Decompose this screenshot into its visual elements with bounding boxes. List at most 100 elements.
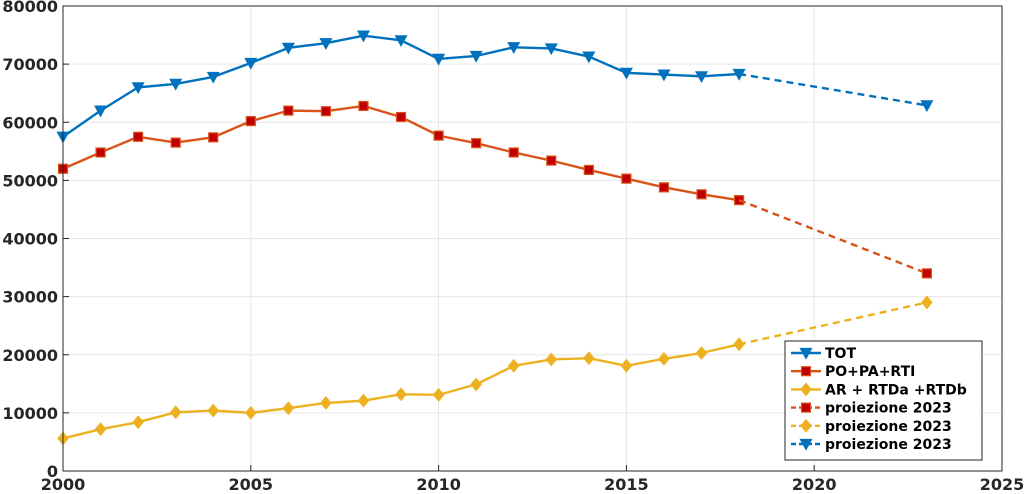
square-data-point xyxy=(921,268,932,279)
square-data-point xyxy=(546,155,557,166)
square-data-point xyxy=(508,147,519,158)
legend-label: AR + RTDa +RTDb xyxy=(825,382,967,398)
diamond-data-point xyxy=(432,387,445,402)
triangle-data-point xyxy=(799,347,813,360)
triangle-data-point xyxy=(695,71,709,84)
x-tick-label: 2015 xyxy=(604,475,649,494)
square-data-point xyxy=(658,182,670,193)
triangle-data-point xyxy=(394,35,408,48)
series-4 xyxy=(738,295,933,346)
diamond-data-point xyxy=(545,352,558,367)
square-data-point xyxy=(583,164,594,176)
diamond-data-point xyxy=(800,382,812,397)
triangle-data-point xyxy=(469,50,483,63)
diamond-data-point xyxy=(282,401,295,416)
legend: TOT PO+PA+RTI AR + RTDa +RTDb proiezione 20… xyxy=(784,340,983,461)
legend-item: proiezione 2023 xyxy=(791,437,952,453)
diamond-data-point xyxy=(921,295,933,310)
legend-label: TOT xyxy=(825,346,856,362)
diamond-data-point xyxy=(583,351,595,366)
diamond-data-point xyxy=(695,346,708,360)
series-line xyxy=(738,301,928,346)
square-data-point xyxy=(245,115,256,127)
square-data-point xyxy=(208,132,219,143)
x-tick-label: 2025 xyxy=(980,475,1024,494)
y-tick-label: 80000 xyxy=(2,0,58,16)
triangle-data-point xyxy=(432,53,446,66)
x-tick-label: 2000 xyxy=(41,475,86,494)
legend-label: PO+PA+RTI xyxy=(825,364,915,380)
diamond-data-point xyxy=(395,387,407,402)
legend-label: proiezione 2023 xyxy=(825,437,952,453)
legend-label: proiezione 2023 xyxy=(825,401,952,417)
diamond-data-point xyxy=(132,415,144,430)
triangle-data-point xyxy=(281,42,295,55)
diamond-data-point xyxy=(470,377,482,392)
series-line xyxy=(738,199,928,275)
diamond-data-point xyxy=(169,405,182,420)
legend-label: proiezione 2023 xyxy=(825,419,952,435)
triangle-data-point xyxy=(244,57,258,70)
legend-item: proiezione 2023 xyxy=(791,419,952,435)
legend-box xyxy=(784,340,983,461)
square-data-point xyxy=(800,402,812,413)
triangle-data-point xyxy=(131,82,145,95)
series-3 xyxy=(738,199,932,279)
triangle-data-point xyxy=(582,51,596,64)
x-tick-label: 2005 xyxy=(229,475,274,494)
diamond-data-point xyxy=(620,358,633,373)
square-data-point xyxy=(471,138,482,149)
y-tick-label: 40000 xyxy=(2,230,58,249)
diamond-data-point xyxy=(507,358,520,373)
triangle-data-point xyxy=(169,78,183,91)
square-data-point xyxy=(395,111,407,123)
square-data-point xyxy=(800,366,812,377)
diamond-data-point xyxy=(357,393,370,408)
square-data-point xyxy=(696,189,707,200)
triangle-data-point xyxy=(319,38,333,50)
series-0 xyxy=(56,30,746,144)
square-data-point xyxy=(358,100,369,112)
square-data-point xyxy=(170,137,181,148)
legend-item: AR + RTDa +RTDb xyxy=(791,382,967,398)
y-tick-label: 70000 xyxy=(2,55,58,74)
diamond-data-point xyxy=(245,405,257,420)
diamond-data-point xyxy=(94,422,107,437)
triangle-data-point xyxy=(94,105,108,118)
y-tick-label: 30000 xyxy=(2,288,58,307)
square-data-point xyxy=(621,173,632,184)
series-line xyxy=(738,72,928,107)
y-tick-label: 20000 xyxy=(2,346,58,365)
triangle-data-point xyxy=(799,438,813,451)
square-data-point xyxy=(433,130,444,141)
square-data-point xyxy=(95,147,106,158)
y-tick-label: 50000 xyxy=(2,171,58,190)
x-tick-label: 2020 xyxy=(792,475,837,494)
triangle-data-point xyxy=(206,71,220,84)
diamond-data-point xyxy=(207,403,220,418)
legend-item: proiezione 2023 xyxy=(791,401,952,417)
triangle-data-point xyxy=(507,42,521,55)
series-5 xyxy=(738,72,934,113)
y-tick-label: 60000 xyxy=(2,113,58,132)
series-2 xyxy=(57,337,745,446)
triangle-data-point xyxy=(657,69,671,82)
square-data-point xyxy=(283,105,294,116)
triangle-data-point xyxy=(920,100,934,113)
y-tick-label: 0 xyxy=(47,462,58,481)
y-tick-label: 10000 xyxy=(2,404,58,423)
square-data-point xyxy=(320,106,332,117)
legend-item: PO+PA+RTI xyxy=(791,364,915,380)
x-tick-label: 2010 xyxy=(416,475,461,494)
series-1 xyxy=(57,100,745,206)
diamond-data-point xyxy=(800,418,812,433)
triangle-data-point xyxy=(356,30,370,43)
legend-item: TOT xyxy=(791,346,856,362)
triangle-data-point xyxy=(544,43,558,56)
diamond-data-point xyxy=(658,351,670,366)
square-data-point xyxy=(133,131,144,142)
triangle-data-point xyxy=(619,67,633,80)
diamond-data-point xyxy=(320,396,332,410)
